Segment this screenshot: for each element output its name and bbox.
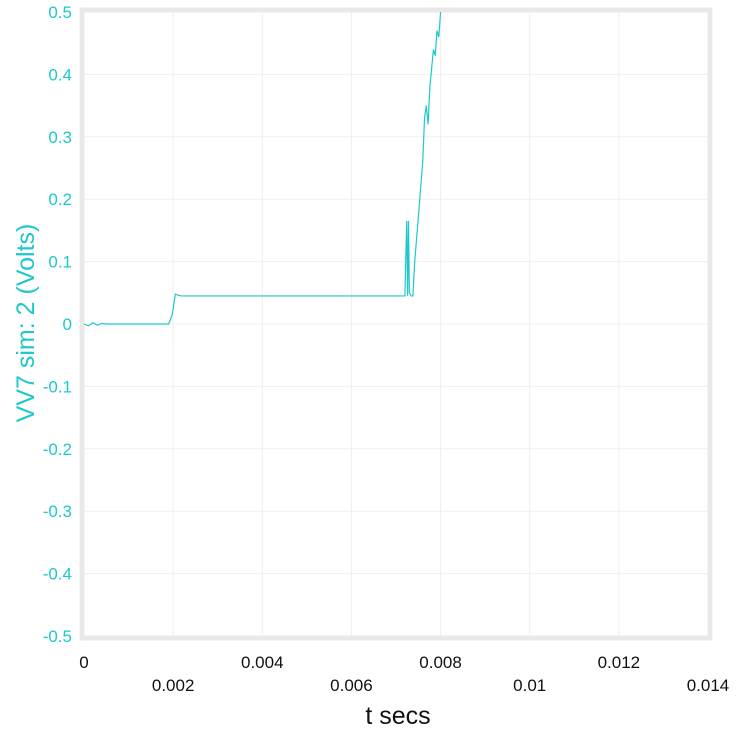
y-tick-label: 0.2	[48, 190, 72, 209]
y-tick-label: 0.5	[48, 3, 72, 22]
x-tick-label: 0.012	[598, 653, 641, 672]
y-tick-label: 0	[63, 315, 72, 334]
y-tick-label: -0.3	[43, 502, 72, 521]
grid-lines	[83, 11, 709, 637]
x-tick-label: 0.014	[687, 676, 730, 695]
series-line	[83, 11, 442, 327]
series-layer	[83, 11, 442, 327]
x-tick-label: 0.01	[513, 676, 546, 695]
x-tick-label: 0.006	[330, 676, 373, 695]
y-axis-label: VV7 sim: 2 (Volts)	[12, 224, 40, 423]
x-tick-label: 0.008	[419, 653, 462, 672]
y-tick-label: 0.3	[48, 128, 72, 147]
x-tick-labels: 0 0.002 0.004 0.006 0.008 0.01 0.012 0.014	[79, 653, 729, 695]
y-tick-label: -0.2	[43, 440, 72, 459]
x-tick-label: 0.002	[152, 676, 195, 695]
x-tick-label: 0.004	[241, 653, 284, 672]
y-tick-label: -0.5	[43, 627, 72, 646]
plot-frame	[79, 7, 713, 641]
y-tick-label: -0.1	[43, 377, 72, 396]
y-tick-labels: 0.5 0.4 0.3 0.2 0.1 0 -0.1 -0.2 -0.3 -0.4 -0.5	[43, 3, 72, 646]
x-tick-label: 0	[79, 653, 88, 672]
y-tick-label: 0.4	[48, 65, 72, 84]
y-tick-label: -0.4	[43, 565, 72, 584]
y-tick-label: 0.1	[48, 253, 72, 272]
x-axis-label: t secs	[365, 702, 430, 730]
